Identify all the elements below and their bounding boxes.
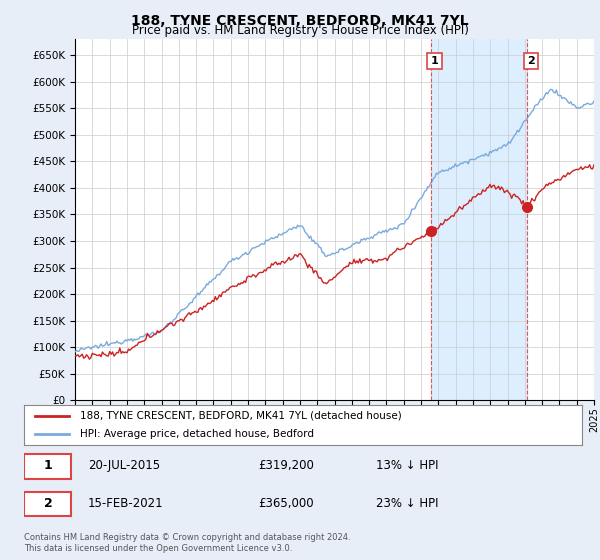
Text: 1: 1 [431,56,439,66]
Text: 188, TYNE CRESCENT, BEDFORD, MK41 7YL: 188, TYNE CRESCENT, BEDFORD, MK41 7YL [131,14,469,28]
Text: 2: 2 [527,56,535,66]
Text: £319,200: £319,200 [259,459,314,473]
Text: Price paid vs. HM Land Registry's House Price Index (HPI): Price paid vs. HM Land Registry's House … [131,24,469,37]
Text: £365,000: £365,000 [259,497,314,510]
Text: 2: 2 [44,497,52,510]
Bar [431,39,527,400]
Text: 1: 1 [44,459,52,473]
FancyBboxPatch shape [24,455,71,479]
Text: 20-JUL-2015: 20-JUL-2015 [88,459,160,473]
Text: 23% ↓ HPI: 23% ↓ HPI [376,497,438,510]
Text: HPI: Average price, detached house, Bedford: HPI: Average price, detached house, Bedf… [80,430,314,439]
Text: 15-FEB-2021: 15-FEB-2021 [88,497,164,510]
Text: 188, TYNE CRESCENT, BEDFORD, MK41 7YL (detached house): 188, TYNE CRESCENT, BEDFORD, MK41 7YL (d… [80,411,401,421]
Text: Contains HM Land Registry data © Crown copyright and database right 2024.
This d: Contains HM Land Registry data © Crown c… [24,533,350,553]
Text: 13% ↓ HPI: 13% ↓ HPI [376,459,438,473]
FancyBboxPatch shape [24,492,71,516]
